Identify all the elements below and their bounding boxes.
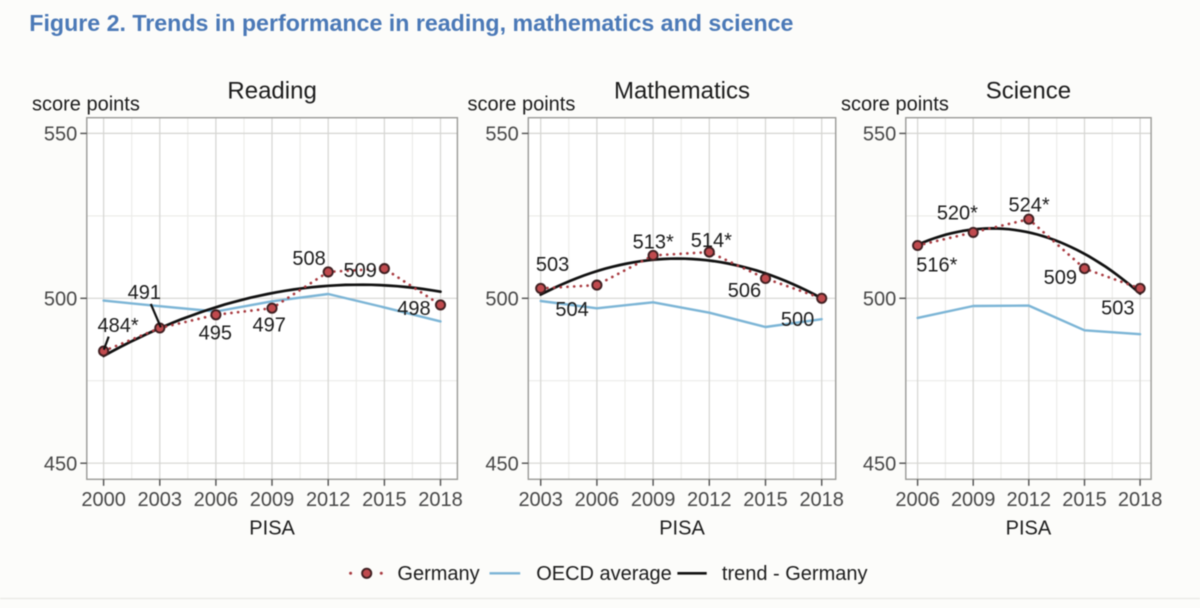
svg-text:497: 497 [253,314,286,336]
svg-text:2003: 2003 [518,489,563,511]
svg-text:550: 550 [863,124,896,146]
svg-text:500: 500 [485,289,518,311]
svg-text:450: 450 [863,453,896,475]
svg-text:450: 450 [485,453,518,475]
svg-text:Mathematics: Mathematics [614,78,750,105]
svg-text:2009: 2009 [951,489,996,511]
svg-text:OECD average: OECD average [536,563,672,585]
svg-text:2009: 2009 [631,489,676,511]
svg-text:509: 509 [344,260,377,282]
svg-text:2012: 2012 [1007,489,1052,511]
svg-text:2000: 2000 [81,489,126,511]
svg-text:score points: score points [468,94,576,116]
svg-text:2006: 2006 [895,489,940,511]
svg-text:520*: 520* [937,203,978,225]
svg-text:550: 550 [44,124,77,146]
svg-text:2003: 2003 [138,489,183,511]
svg-text:450: 450 [44,453,77,475]
svg-text:PISA: PISA [659,517,705,539]
svg-text:Figure 2. Trends in performanc: Figure 2. Trends in performance in readi… [29,10,793,36]
svg-text:2015: 2015 [362,489,407,511]
svg-text:495: 495 [199,323,232,345]
svg-text:score points: score points [32,94,140,116]
svg-text:Reading: Reading [227,78,316,105]
svg-text:491: 491 [128,282,161,304]
svg-text:550: 550 [485,124,518,146]
svg-text:2015: 2015 [743,489,788,511]
svg-text:503: 503 [536,254,569,276]
svg-text:500: 500 [863,289,896,311]
svg-text:2006: 2006 [194,489,239,511]
svg-text:524*: 524* [1009,194,1050,216]
svg-text:514*: 514* [691,230,732,252]
svg-text:509: 509 [1044,267,1077,289]
svg-text:498: 498 [397,298,430,320]
svg-text:PISA: PISA [1006,517,1052,539]
svg-text:508: 508 [292,248,325,270]
svg-text:2012: 2012 [687,489,732,511]
svg-text:2018: 2018 [418,489,463,511]
svg-text:506: 506 [728,280,761,302]
svg-text:504: 504 [555,299,588,321]
svg-text:513*: 513* [633,231,674,253]
svg-text:500: 500 [44,289,77,311]
svg-text:Germany: Germany [397,563,479,585]
svg-text:score points: score points [841,94,949,116]
svg-text:2018: 2018 [1118,489,1163,511]
svg-text:2012: 2012 [306,489,351,511]
svg-text:Science: Science [986,78,1071,105]
svg-text:2006: 2006 [575,489,620,511]
svg-text:503: 503 [1101,298,1134,320]
svg-text:2009: 2009 [250,489,295,511]
svg-text:trend - Germany: trend - Germany [722,563,868,585]
svg-text:500: 500 [781,309,814,331]
svg-text:2015: 2015 [1062,489,1107,511]
svg-text:484*: 484* [98,315,139,337]
svg-text:2018: 2018 [799,489,844,511]
svg-text:PISA: PISA [249,517,295,539]
svg-text:516*: 516* [916,255,957,277]
